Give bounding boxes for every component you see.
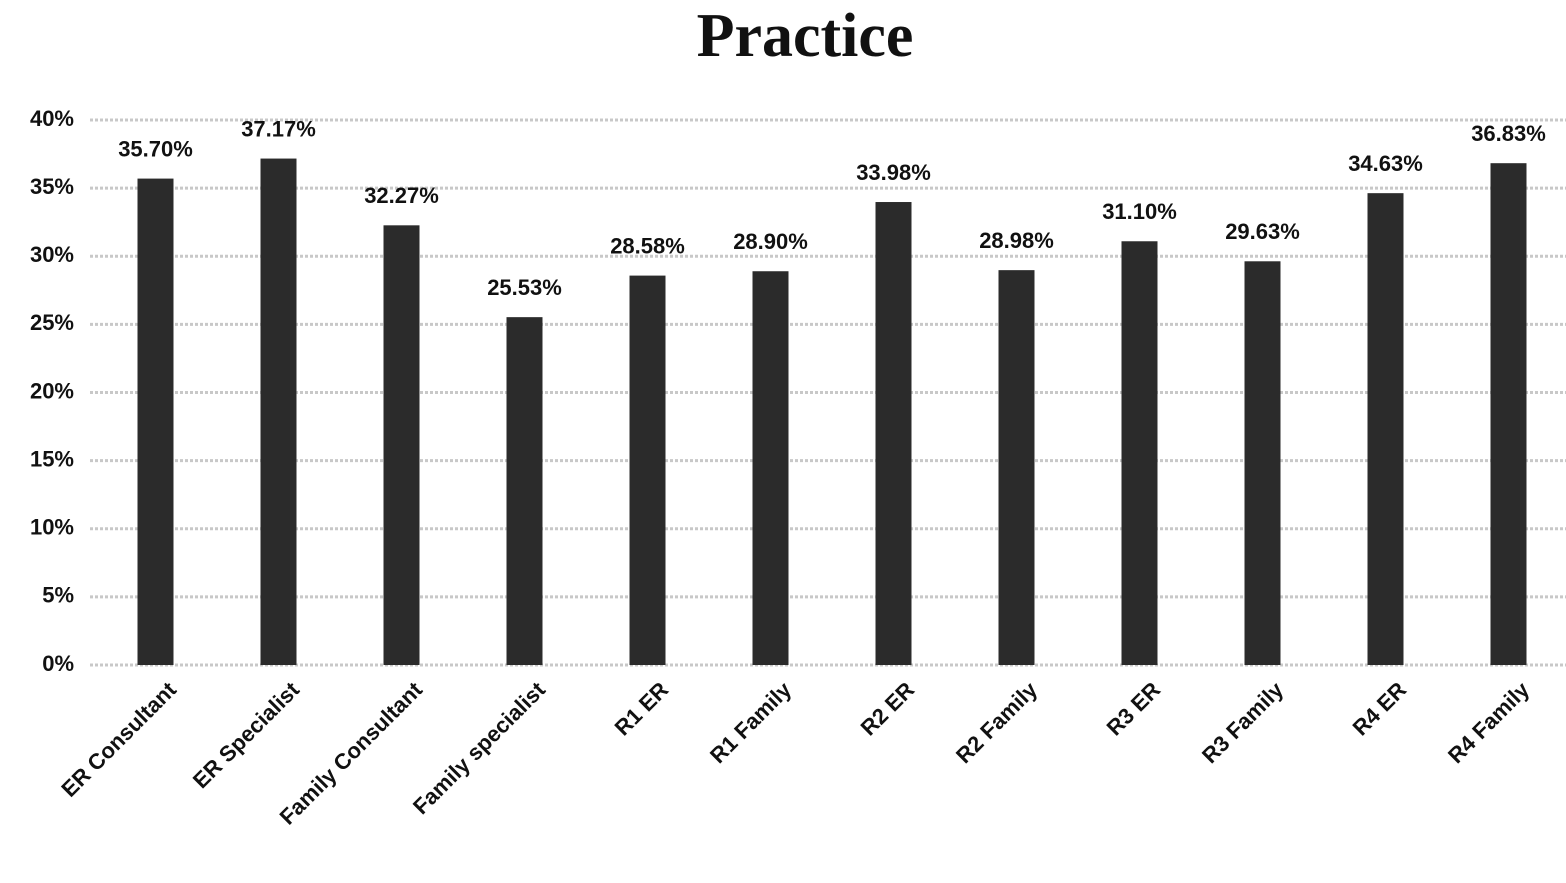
x-tick-label: R1 ER: [610, 677, 674, 741]
x-tick-label: ER Specialist: [188, 676, 305, 793]
bar: [260, 158, 297, 665]
data-label: 25.53%: [487, 275, 562, 300]
y-tick-label: 20%: [30, 378, 74, 403]
bar: [1490, 163, 1527, 665]
bar: [1367, 193, 1404, 665]
data-label: 32.27%: [364, 183, 439, 208]
y-tick-label: 35%: [30, 174, 74, 199]
x-tick-label: R4 ER: [1348, 677, 1412, 741]
bar: [137, 178, 174, 665]
x-tick-label: R2 Family: [951, 676, 1043, 768]
bar: [875, 202, 912, 665]
y-tick-label: 5%: [42, 583, 74, 608]
data-label: 33.98%: [856, 160, 931, 185]
x-tick-label: ER Consultant: [56, 676, 181, 801]
y-tick-label: 10%: [30, 515, 74, 540]
x-tick-label: R3 ER: [1102, 677, 1166, 741]
bar: [506, 317, 543, 665]
y-tick-label: 30%: [30, 242, 74, 267]
data-label: 28.98%: [979, 228, 1054, 253]
x-tick-label: Family specialist: [408, 676, 551, 819]
y-tick-label: 0%: [42, 651, 74, 676]
y-tick-label: 40%: [30, 106, 74, 131]
data-label: 28.90%: [733, 229, 808, 254]
bar: [1244, 261, 1281, 665]
x-tick-label: R3 Family: [1197, 676, 1289, 768]
data-label: 28.58%: [610, 233, 685, 258]
data-label: 36.83%: [1471, 121, 1546, 146]
bar: [383, 225, 420, 666]
data-label: 37.17%: [241, 116, 316, 141]
chart-title: Practice: [697, 2, 914, 70]
x-tick-label: R1 Family: [705, 676, 797, 768]
data-label: 35.70%: [118, 136, 193, 161]
bar: [1121, 241, 1158, 665]
bar: [752, 271, 789, 665]
y-tick-label: 15%: [30, 446, 74, 471]
bar: [629, 275, 666, 665]
data-label: 29.63%: [1225, 219, 1300, 244]
x-tick-label: R2 ER: [856, 677, 920, 741]
y-tick-label: 25%: [30, 310, 74, 335]
x-tick-label: R4 Family: [1443, 676, 1535, 768]
data-label: 31.10%: [1102, 199, 1177, 224]
data-label: 34.63%: [1348, 151, 1423, 176]
bar: [998, 270, 1035, 665]
